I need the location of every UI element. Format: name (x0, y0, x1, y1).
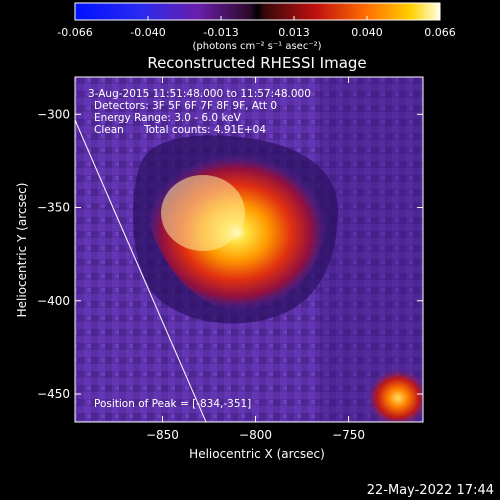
info-time-range: 3-Aug-2015 11:51:48.000 to 11:57:48.000 (88, 88, 311, 100)
y-axis-label: Heliocentric Y (arcsec) (15, 183, 29, 318)
plot-frame (74, 76, 424, 423)
y-tick-label: −400 (37, 294, 70, 308)
info-energy: Energy Range: 3.0 - 6.0 keV (94, 112, 242, 124)
x-axis-label: Heliocentric X (arcsec) (189, 447, 325, 461)
y-tick-label: −350 (37, 201, 70, 215)
colorbar-units: (photons cm⁻² s⁻¹ asec⁻²) (192, 41, 321, 52)
image-area (75, 77, 423, 422)
info-clean: Clean (94, 124, 124, 136)
colorbar-tick-label: 0.040 (351, 26, 383, 39)
colorbar (74, 2, 441, 21)
footer-date: 22-May-2022 17:44 (367, 483, 494, 498)
info-peak-position: Position of Peak = [-834,-351] (94, 398, 251, 410)
y-tick-label: −450 (37, 387, 70, 401)
colorbar-tick-label: -0.066 (57, 26, 92, 39)
source-core (161, 175, 245, 251)
colorbar-tick-label: 0.066 (424, 26, 456, 39)
source-secondary (366, 368, 423, 422)
x-tick-label: −750 (332, 428, 365, 442)
y-tick-label: −300 (37, 107, 70, 121)
solar-limb-line (75, 119, 207, 422)
x-axis-ticks: −850 −800 −750 (146, 77, 365, 442)
colorbar-tick-label: -0.013 (203, 26, 238, 39)
x-tick-label: −850 (146, 428, 179, 442)
colorbar-tick-label: 0.013 (278, 26, 310, 39)
info-detectors: Detectors: 3F 5F 6F 7F 8F 9F, Att 0 (94, 100, 277, 112)
chart-title: Reconstructed RHESSI Image (147, 54, 366, 72)
colorbar-tick-label: -0.040 (130, 26, 165, 39)
colorbar-ticks (74, 16, 441, 20)
info-total-counts: Total counts: 4.91E+04 (143, 124, 266, 136)
y-axis-ticks: −300 −350 −400 −450 (37, 107, 423, 401)
x-tick-label: −800 (239, 428, 272, 442)
